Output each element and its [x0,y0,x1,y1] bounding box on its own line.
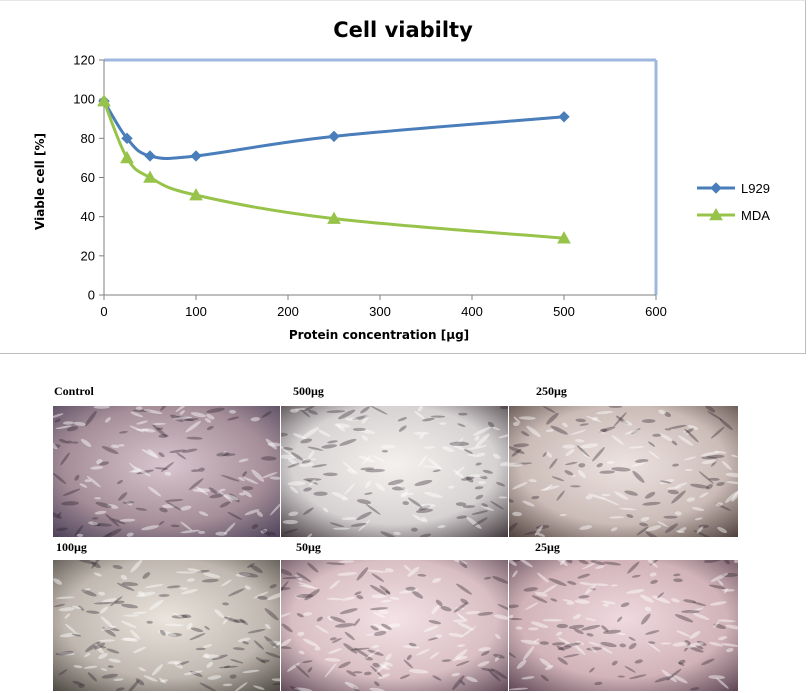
legend-label-l929: L929 [741,181,770,196]
data-point-mda [557,231,571,244]
micrograph-texture [281,560,508,691]
y-tick-label: 60 [81,170,95,185]
micrograph-texture [53,406,280,537]
micrograph-label-50: 50µg [296,540,321,554]
micrograph-texture [509,406,738,537]
y-axis-title: Viable cell [%] [33,133,47,230]
micrograph-label-25: 25µg [535,540,560,554]
data-point-l929 [558,111,570,123]
chart-panel: Cell viabilty 0 20 40 60 80 100 120 0 100 200 300 40… [0,0,806,354]
data-point-l929 [121,132,133,145]
line-chart: Cell viabilty 0 20 40 60 80 100 120 0 100 200 300 40… [33,18,770,342]
micrograph-control [53,406,280,537]
micrograph-texture [509,560,738,691]
data-point-l929 [190,150,202,162]
y-tick-label: 80 [81,131,95,146]
y-tick-label: 40 [81,209,95,224]
x-tick-label: 500 [553,304,575,319]
micrograph-label-100: 100µg [56,540,87,554]
x-tick-label: 400 [461,304,483,319]
micrograph-label-control: Control [54,384,94,398]
plot-area [104,60,656,295]
micrograph-500 [281,406,508,537]
legend-marker-l929 [710,182,722,194]
micrograph-100 [53,560,280,691]
x-tick-label: 600 [645,304,667,319]
data-point-mda [97,94,111,107]
data-point-l929 [144,150,156,162]
y-tick-label: 100 [73,92,95,107]
micrograph-50 [281,560,508,691]
data-point-mda [327,211,341,224]
micrograph-label-250: 250µg [536,384,567,398]
x-tick-label: 300 [369,304,391,319]
micrograph-250 [509,406,738,537]
micrograph-texture [53,560,280,691]
data-point-mda [120,150,134,164]
legend-label-mda: MDA [741,208,770,223]
x-tick-label: 200 [277,304,299,319]
micrograph-label-500: 500µg [293,384,324,398]
x-tick-label: 0 [100,304,107,319]
micrograph-25 [509,560,738,691]
y-tick-label: 20 [81,248,95,263]
data-point-mda [189,188,203,201]
chart-title: Cell viabilty [333,18,473,42]
y-tick-label: 0 [88,288,95,303]
y-tick-label: 120 [73,53,95,68]
micrograph-texture [281,406,508,537]
x-tick-label: 100 [185,304,207,319]
x-axis-title: Protein concentration [µg] [289,328,469,342]
data-point-mda [143,170,157,183]
data-point-l929 [328,130,340,143]
legend-marker-mda [709,207,723,221]
